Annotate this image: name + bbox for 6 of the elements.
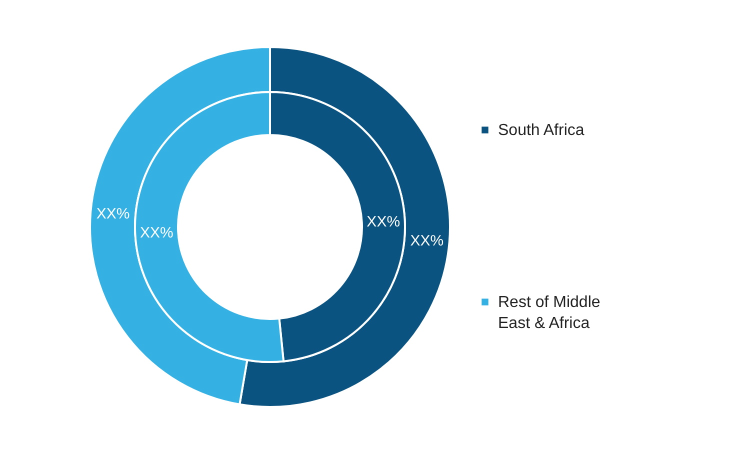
data-label: XX% xyxy=(96,206,130,223)
data-label: XX% xyxy=(140,224,174,242)
data-label: XX% xyxy=(366,213,400,230)
legend-label: South Africa xyxy=(498,122,584,139)
data-label: XX% xyxy=(410,232,444,250)
legend-label: Rest of Middle East & Africa xyxy=(498,294,600,332)
